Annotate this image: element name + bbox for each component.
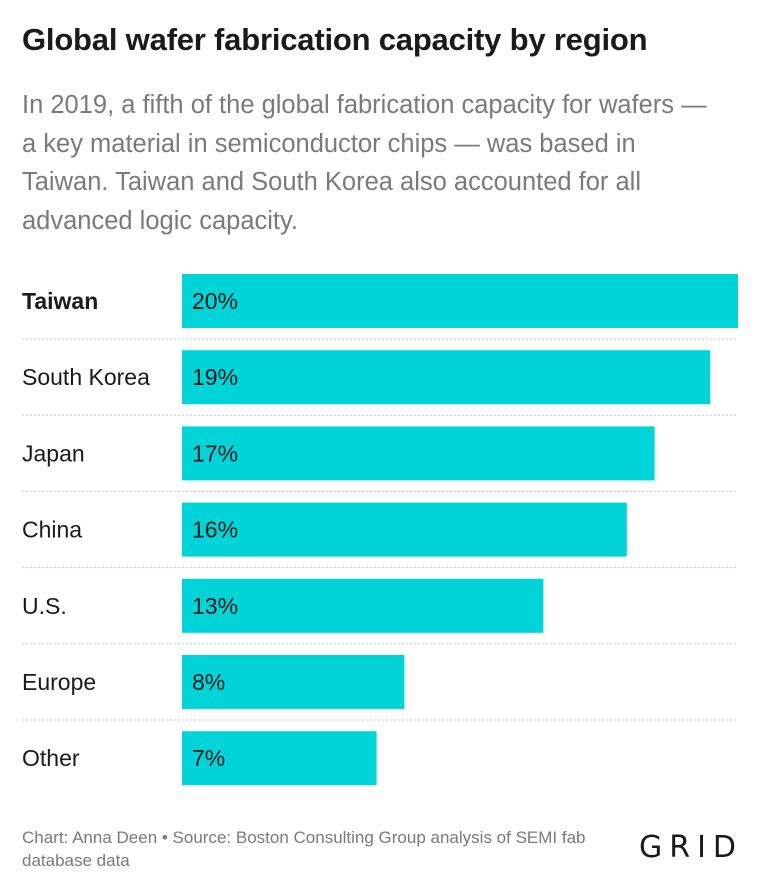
chart-title: Global wafer fabrication capacity by reg… — [22, 22, 648, 57]
grid-logo: GRID — [640, 830, 742, 864]
value-label-europe: 8% — [192, 669, 225, 695]
category-label-taiwan: Taiwan — [22, 288, 98, 314]
category-label-china: China — [22, 517, 82, 543]
bar-south-korea — [182, 350, 711, 405]
category-label-other: Other — [22, 745, 80, 771]
value-label-u-s: 13% — [192, 593, 238, 619]
category-label-europe: Europe — [22, 669, 96, 695]
value-label-taiwan: 20% — [192, 288, 238, 314]
value-label-japan: 17% — [192, 440, 238, 466]
grid-logo-text: GRID — [640, 830, 742, 864]
bar-other — [182, 731, 377, 786]
category-label-japan: Japan — [22, 440, 85, 466]
bar-u-s — [182, 578, 544, 633]
bar-japan — [182, 426, 655, 481]
value-label-other: 7% — [192, 745, 225, 771]
bar-europe — [182, 655, 405, 709]
source-credit: Chart: Anna Deen • Source: Boston Consul… — [22, 828, 586, 870]
bar-taiwan — [182, 274, 738, 328]
bar-chart-svg: Taiwan 20% South Korea 19% Japan 17% China 16% U… — [22, 274, 738, 786]
category-label-south-korea: South Korea — [22, 364, 150, 390]
bar-chart: Taiwan 20% South Korea 19% Japan 17% China 16% U… — [0, 262, 760, 802]
value-label-china: 16% — [192, 517, 238, 543]
chart-subtitle: In 2019, a fifth of the global fabricati… — [22, 91, 707, 235]
category-label-u-s: U.S. — [22, 593, 67, 619]
value-label-south-korea: 19% — [192, 364, 238, 390]
bar-china — [182, 502, 627, 557]
